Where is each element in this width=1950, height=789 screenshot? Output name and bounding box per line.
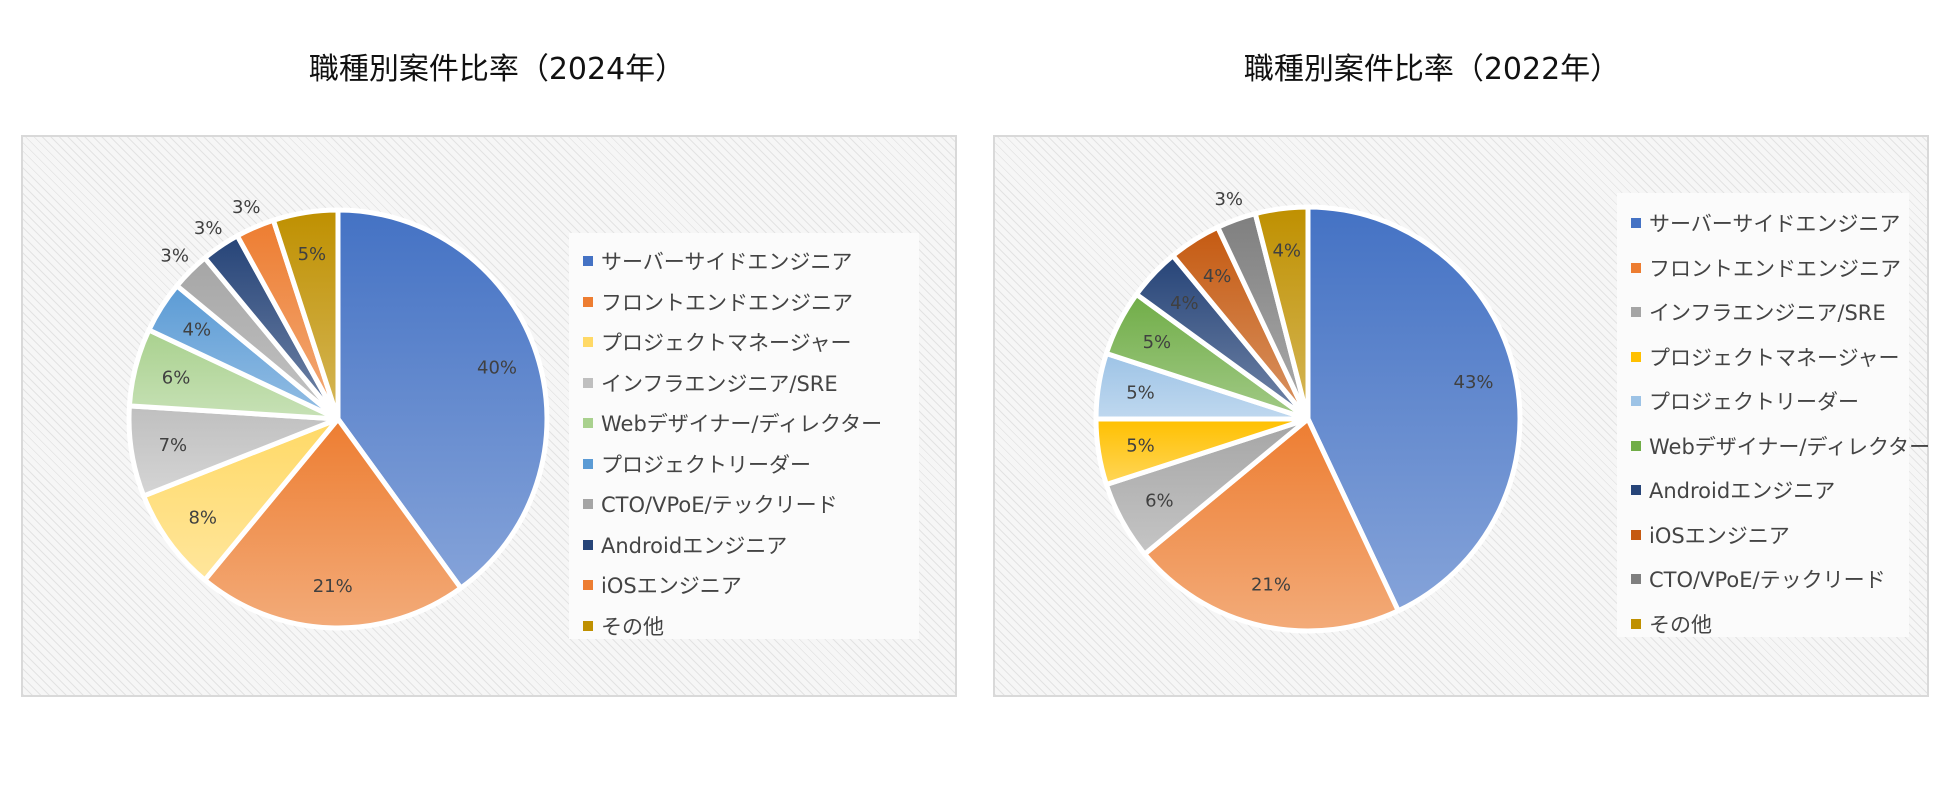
chart-title-2022: 職種別案件比率（2022年） — [1243, 52, 1621, 87]
legend-item-2024-2: フロントエンドエンジニア — [583, 282, 905, 323]
legend-label: インフラエンジニア/SRE — [601, 371, 838, 396]
legend-label: インフラエンジニア/SRE — [1649, 301, 1886, 326]
slice-label-2024-6: 4% — [183, 319, 212, 340]
legend-swatch — [583, 296, 593, 307]
slice-label-2022-10: 4% — [1272, 241, 1301, 262]
legend-item-2024-9: iOSエンジニア — [583, 565, 905, 606]
legend-swatch — [583, 580, 593, 591]
legend-label: iOSエンジニア — [601, 574, 742, 599]
legend-item-2022-2: フロントエンドエンジニア — [1631, 246, 1901, 291]
legend-swatch — [583, 458, 593, 469]
slice-label-2024-10: 5% — [298, 244, 327, 265]
legend-item-2024-1: サーバーサイドエンジニア — [583, 241, 905, 282]
legend-item-2024-10: その他 — [583, 606, 905, 647]
legend-item-2022-5: プロジェクトリーダー — [1631, 379, 1895, 424]
legend-swatch — [1631, 351, 1641, 362]
legend-swatch — [1631, 529, 1641, 540]
slice-label-2022-5: 5% — [1126, 382, 1155, 403]
slice-label-2022-4: 5% — [1126, 436, 1155, 457]
slice-label-2024-9: 3% — [232, 197, 261, 218]
slice-label-2024-4: 7% — [159, 435, 188, 456]
slice-label-2024-3: 8% — [188, 507, 217, 528]
legend-swatch — [1631, 218, 1641, 229]
legend-label: その他 — [601, 614, 664, 639]
pie-slice-2022-10 — [1252, 204, 1311, 422]
legend-2022: サーバーサイドエンジニア フロントエンドエンジニア インフラエンジニア/SRE プロジ… — [1617, 193, 1930, 637]
legend-swatch — [583, 620, 593, 631]
slice-label-2024-1: 40% — [477, 357, 517, 378]
legend-label: プロジェクトマネージャー — [1649, 345, 1900, 370]
legend-swatch — [1631, 307, 1641, 318]
legend-label: iOSエンジニア — [1649, 523, 1790, 548]
slice-label-2022-3: 6% — [1145, 491, 1174, 512]
slice-label-2024-7: 3% — [160, 246, 189, 267]
legend-item-2022-6: Webデザイナー/ディレクター — [1631, 424, 1930, 469]
legend-swatch — [583, 377, 593, 388]
slice-label-2024-2: 21% — [313, 576, 353, 597]
legend-swatch — [1631, 618, 1641, 629]
slice-label-2022-1: 43% — [1454, 372, 1494, 393]
chart-area-2022: 43% 21% 6% 5% 5% 5% 4% 4% 3% 4% サーバーサイドエンジニア フロントエ… — [993, 135, 1930, 697]
slice-label-2024-8: 3% — [194, 218, 223, 239]
legend-item-2024-7: CTO/VPoE/テックリード — [583, 484, 905, 525]
legend-label: Androidエンジニア — [601, 533, 788, 558]
legend-label: プロジェクトマネージャー — [601, 331, 852, 356]
chart-area-2024: 40% 21% 8% 7% 6% 4% 3% 3% 3% 5% サーバーサイドエンジニア フロントエ… — [21, 135, 957, 697]
pie-chart-2022: 43%21%6%5%5%5%4%4%3%4% — [1093, 189, 1523, 634]
legend-label: Webデザイナー/ディレクター — [1649, 434, 1931, 459]
slice-label-2022-9: 3% — [1214, 189, 1243, 210]
legend-label: その他 — [1649, 612, 1712, 637]
pie-slice-2024-1 — [335, 207, 550, 591]
legend-label: フロントエンドエンジニア — [1649, 256, 1901, 281]
legend-label: Androidエンジニア — [1649, 479, 1836, 504]
legend-swatch — [1631, 396, 1641, 407]
legend-item-2022-1: サーバーサイドエンジニア — [1631, 201, 1900, 246]
pie-slice-2024-10 — [270, 207, 341, 422]
legend-label: CTO/VPoE/テックリード — [601, 493, 838, 518]
legend-swatch — [583, 418, 593, 429]
legend-2024: サーバーサイドエンジニア フロントエンドエンジニア プロジェクトマネージャー インフラ… — [569, 233, 919, 639]
pie-chart-2024: 40%21%8%7%6%4%3%3%3%5% — [126, 197, 550, 631]
legend-item-2022-8: iOSエンジニア — [1631, 513, 1895, 558]
pie-slice-2024-2 — [202, 416, 464, 631]
pie-slice-2022-1 — [1305, 204, 1523, 614]
slice-label-2024-5: 6% — [162, 367, 191, 388]
legend-item-2024-5: Webデザイナー/ディレクター — [583, 403, 905, 444]
legend-swatch — [583, 539, 593, 550]
chart-title-2024: 職種別案件比率（2024年） — [308, 52, 686, 87]
legend-item-2024-3: プロジェクトマネージャー — [583, 322, 905, 363]
pie-slice-2022-2 — [1142, 416, 1401, 634]
legend-swatch — [583, 256, 593, 267]
legend-swatch — [1631, 574, 1641, 585]
legend-label: プロジェクトリーダー — [1649, 390, 1859, 415]
legend-item-2022-4: プロジェクトマネージャー — [1631, 335, 1900, 380]
legend-item-2024-8: Androidエンジニア — [583, 525, 905, 566]
legend-label: CTO/VPoE/テックリード — [1649, 568, 1886, 593]
legend-swatch — [583, 337, 593, 348]
legend-swatch — [1631, 485, 1641, 496]
legend-item-2022-3: インフラエンジニア/SRE — [1631, 290, 1895, 335]
legend-swatch — [1631, 262, 1641, 273]
legend-label: サーバーサイドエンジニア — [601, 250, 853, 275]
slice-label-2022-2: 21% — [1251, 575, 1291, 596]
legend-item-2024-6: プロジェクトリーダー — [583, 444, 905, 485]
legend-label: サーバーサイドエンジニア — [1649, 212, 1901, 237]
slice-label-2022-6: 5% — [1143, 332, 1172, 353]
legend-item-2022-7: Androidエンジニア — [1631, 468, 1895, 513]
legend-label: フロントエンドエンジニア — [601, 290, 853, 315]
slice-label-2022-8: 4% — [1203, 266, 1232, 287]
legend-label: Webデザイナー/ディレクター — [601, 412, 883, 437]
legend-swatch — [1631, 440, 1641, 451]
legend-swatch — [583, 499, 593, 510]
legend-item-2022-10: その他 — [1631, 602, 1895, 647]
legend-label: プロジェクトリーダー — [601, 452, 811, 477]
legend-item-2024-4: インフラエンジニア/SRE — [583, 363, 905, 404]
legend-item-2022-9: CTO/VPoE/テックリード — [1631, 557, 1895, 602]
slice-label-2022-7: 4% — [1170, 293, 1199, 314]
